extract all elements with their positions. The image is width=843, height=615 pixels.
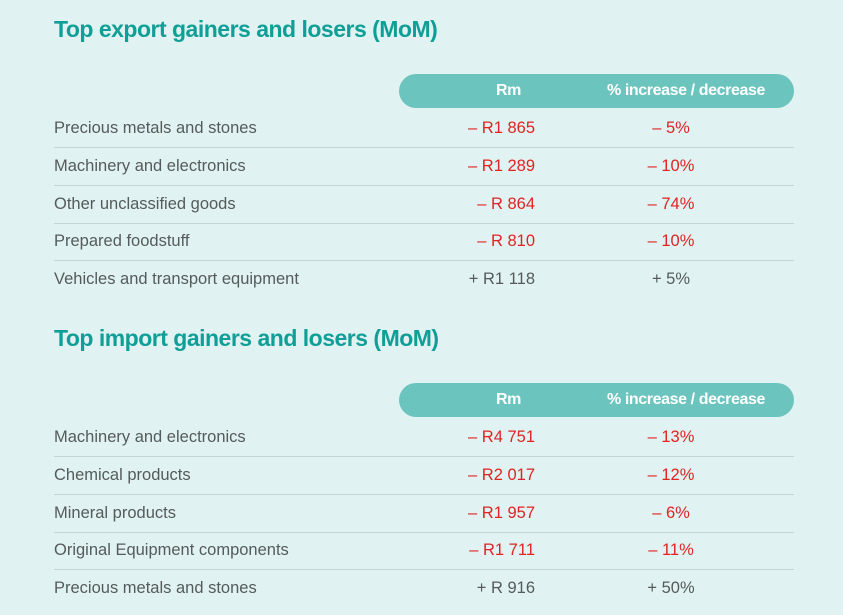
row-label: Precious metals and stones — [54, 579, 257, 597]
import-table-header: Rm % increase / decrease — [399, 383, 794, 417]
row-label: Chemical products — [54, 466, 191, 484]
row-rm-value: – R2 017 — [468, 466, 535, 484]
export-row: Prepared foodstuff – R 810 – 10% — [54, 223, 794, 261]
export-title: Top export gainers and losers (MoM) — [54, 16, 438, 42]
row-label: Machinery and electronics — [54, 428, 246, 446]
row-pct-value: + 50% — [647, 579, 695, 597]
row-label: Vehicles and transport equipment — [54, 270, 299, 288]
row-rm-value: + R1 118 — [468, 270, 535, 288]
import-row: Original Equipment components – R1 711 –… — [54, 532, 794, 570]
row-label: Mineral products — [54, 504, 176, 522]
row-pct-value: – 13% — [647, 428, 695, 446]
row-label: Original Equipment components — [54, 541, 289, 559]
export-row: Other unclassified goods – R 864 – 74% — [54, 186, 794, 224]
row-label: Machinery and electronics — [54, 157, 246, 175]
import-row: Mineral products – R1 957 – 6% — [54, 495, 794, 533]
row-pct-value: – 11% — [648, 541, 694, 559]
import-col-rm: Rm — [496, 391, 521, 408]
row-pct-value: – 10% — [647, 157, 695, 175]
export-col-rm: Rm — [496, 82, 521, 99]
row-label: Prepared foodstuff — [54, 232, 190, 250]
import-row: Machinery and electronics – R4 751 – 13% — [54, 419, 794, 457]
row-pct-value: – 5% — [652, 119, 690, 137]
row-rm-value: – R1 957 — [468, 504, 535, 522]
import-col-pct: % increase / decrease — [607, 391, 765, 408]
row-rm-value: – R 810 — [477, 232, 535, 250]
row-pct-value: – 10% — [647, 232, 695, 250]
row-label: Other unclassified goods — [54, 195, 236, 213]
export-col-pct: % increase / decrease — [607, 82, 765, 99]
row-rm-value: – R1 865 — [468, 119, 535, 137]
export-row: Vehicles and transport equipment + R1 11… — [54, 261, 794, 298]
export-row: Precious metals and stones – R1 865 – 5% — [54, 110, 794, 148]
row-pct-value: – 12% — [647, 466, 695, 484]
export-table-header: Rm % increase / decrease — [399, 74, 794, 108]
row-pct-value: – 74% — [647, 195, 695, 213]
row-pct-value: – 6% — [652, 504, 690, 522]
row-rm-value: – R4 751 — [468, 428, 535, 446]
row-rm-value: – R1 711 — [469, 541, 535, 559]
import-row: Precious metals and stones + R 916 + 50% — [54, 570, 794, 607]
export-row: Machinery and electronics – R1 289 – 10% — [54, 148, 794, 186]
import-row: Chemical products – R2 017 – 12% — [54, 457, 794, 495]
row-label: Precious metals and stones — [54, 119, 257, 137]
row-rm-value: + R 916 — [476, 579, 535, 597]
import-title: Top import gainers and losers (MoM) — [54, 325, 439, 351]
row-rm-value: – R1 289 — [468, 157, 535, 175]
row-pct-value: + 5% — [651, 270, 691, 288]
row-rm-value: – R 864 — [477, 195, 535, 213]
